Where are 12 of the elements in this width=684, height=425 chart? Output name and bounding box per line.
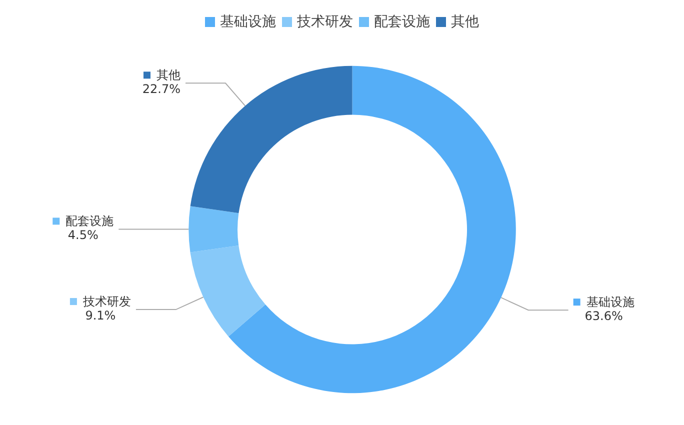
category-label: 其他 xyxy=(451,14,479,30)
data-label: 4.5% xyxy=(68,228,98,242)
legend-label: 配套设施 xyxy=(66,214,114,228)
data-label: 22.7% xyxy=(142,82,180,96)
category-label: 基础设施 xyxy=(586,295,634,310)
legend-label: 其他 xyxy=(156,68,180,82)
data-label: 9.1% xyxy=(85,308,116,323)
category-label: 配套设施 xyxy=(374,14,430,30)
data-label: 63.6% xyxy=(584,309,623,324)
legend-label: 基础设施 xyxy=(220,14,276,30)
category-label: 技术研发 xyxy=(297,14,353,30)
legend-label: 技术研发 xyxy=(82,294,131,309)
